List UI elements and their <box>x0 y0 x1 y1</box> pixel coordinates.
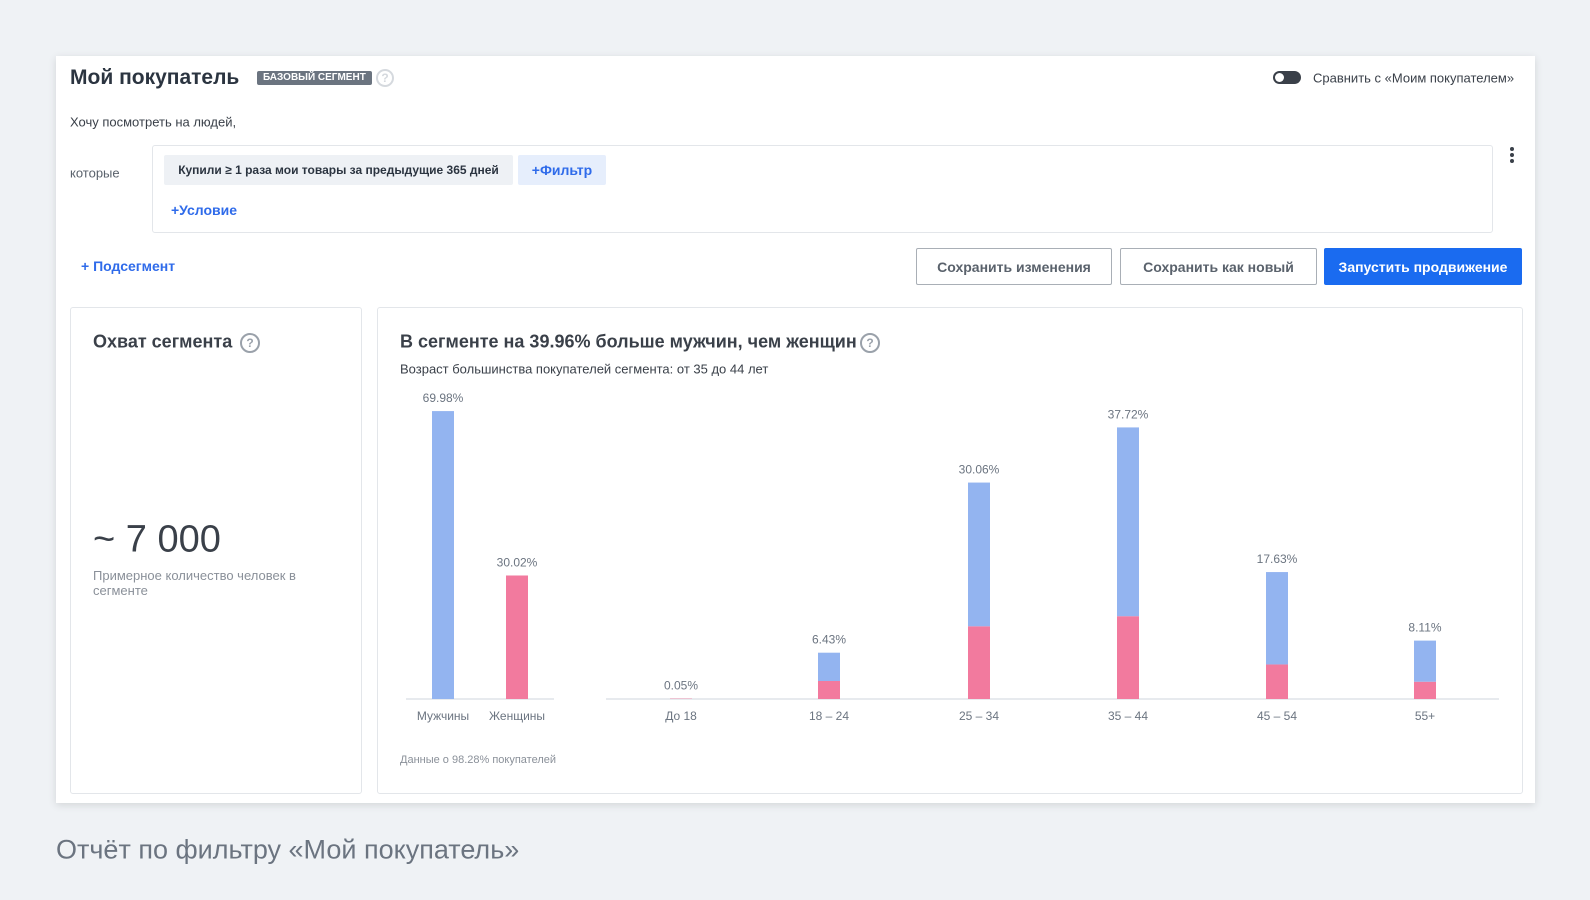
help-icon[interactable]: ? <box>376 69 394 87</box>
bar-segment <box>1414 640 1436 682</box>
chart-title: В сегменте на 39.96% больше мужчин, чем … <box>400 331 857 352</box>
intro-text: Хочу посмотреть на людей, <box>70 114 237 130</box>
total-label: 6.43% <box>812 633 846 647</box>
caption: Отчёт по фильтру «Мой покупатель» <box>56 834 520 865</box>
x-tick-label: 55+ <box>1415 709 1435 723</box>
add-subsegment[interactable]: + Подсегмент <box>81 258 176 274</box>
total-label: 8.11% <box>1408 621 1441 635</box>
bar-segment <box>1266 664 1288 699</box>
x-tick-label: 35 – 44 <box>1108 709 1148 723</box>
bar-segment <box>1414 681 1436 699</box>
x-tick-label: До 18 <box>665 709 697 723</box>
bar-segment <box>1117 616 1139 699</box>
bar-segment <box>968 482 990 627</box>
help-icon[interactable]: ? <box>860 333 880 353</box>
bar <box>506 575 528 699</box>
x-tick-label: 18 – 24 <box>809 709 849 723</box>
total-label: 37.72% <box>1108 407 1149 421</box>
condition-label: которые <box>70 165 120 181</box>
condition-chip[interactable]: Купили ≥ 1 раза мои товары за предыдущие… <box>164 155 513 185</box>
x-tick-label: Женщины <box>489 709 545 723</box>
save-button[interactable]: Сохранить изменения <box>916 248 1112 285</box>
value-label: 69.98% <box>423 391 464 405</box>
bar-segment <box>1266 572 1288 665</box>
reach-title: Охват сегмента <box>93 331 233 352</box>
launch-button[interactable]: Запустить продвижение <box>1324 248 1522 285</box>
add-condition[interactable]: +Условие <box>171 202 238 218</box>
bar <box>432 411 454 699</box>
chart-subtitle: Возраст большинства покупателей сегмента… <box>400 361 769 377</box>
x-tick-label: 45 – 54 <box>1257 709 1297 723</box>
compare-label: Сравнить с «Моим покупателем» <box>1313 70 1515 86</box>
page-title: Мой покупатель <box>70 66 240 89</box>
x-tick-label: 25 – 34 <box>959 709 999 723</box>
badge: БАЗОВЫЙ СЕГМЕНТ <box>257 71 372 85</box>
value-label: 30.02% <box>497 555 538 569</box>
total-label: 30.06% <box>959 463 1000 477</box>
reach-description: Примерное количество человек в сегменте <box>93 568 296 598</box>
bar-segment <box>1117 427 1139 617</box>
bar-segment <box>818 681 840 699</box>
bar-segment <box>968 626 990 699</box>
filter-button[interactable]: +Фильтр <box>518 155 606 185</box>
total-label: 17.63% <box>1257 552 1298 566</box>
chart-panel <box>377 307 1523 794</box>
kebab-menu[interactable] <box>1510 147 1514 163</box>
footnote: Данные о 98.28% покупателей <box>400 754 557 766</box>
total-label: 0.05% <box>664 679 698 693</box>
reach-panel <box>70 307 362 794</box>
save-new-button[interactable]: Сохранить как новый <box>1120 248 1317 285</box>
reach-value: ~ 7 000 <box>93 518 221 561</box>
x-tick-label: Мужчины <box>417 709 469 723</box>
bar-segment <box>818 652 840 681</box>
help-icon[interactable]: ? <box>240 333 260 353</box>
toggle[interactable] <box>1273 71 1301 84</box>
